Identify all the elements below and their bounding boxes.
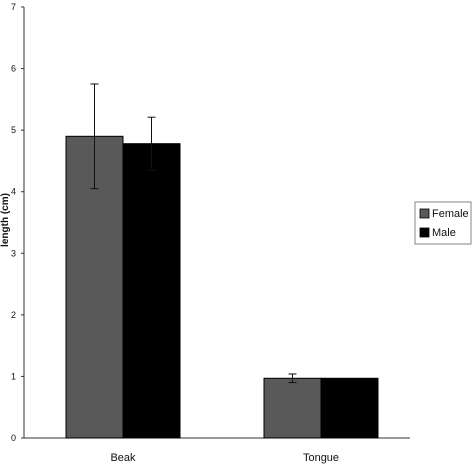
y-tick-label: 3: [11, 248, 16, 258]
bars-group: [65, 135, 379, 439]
y-tick-label: 7: [11, 2, 16, 12]
category-labels: Beak Tongue: [110, 452, 339, 464]
bar-male-tongue: [320, 377, 379, 439]
y-tick-label: 2: [11, 310, 16, 320]
y-tick-label: 6: [11, 64, 16, 74]
y-axis-title-text: length (cm): [0, 193, 11, 247]
y-axis-ticks: 0 1 2 3 4 5 6 7: [11, 2, 24, 443]
legend-label-male: Male: [432, 227, 456, 239]
legend-swatch-male: [419, 227, 430, 238]
legend-label-female: Female: [432, 208, 469, 220]
legend-swatch-female: [419, 208, 430, 219]
y-axis-title: length (cm): [0, 193, 11, 247]
legend: Female Male: [414, 201, 472, 245]
y-tick-label: 4: [11, 187, 16, 197]
category-label-tongue: Tongue: [303, 452, 339, 464]
error-bars-group: [90, 83, 297, 384]
bar-male-beak: [122, 143, 181, 439]
y-tick-label: 5: [11, 125, 16, 135]
category-label-beak: Beak: [110, 452, 136, 464]
y-tick-label: 0: [11, 433, 16, 443]
y-tick-label: 1: [11, 371, 16, 381]
bar-female-tongue: [263, 377, 322, 439]
